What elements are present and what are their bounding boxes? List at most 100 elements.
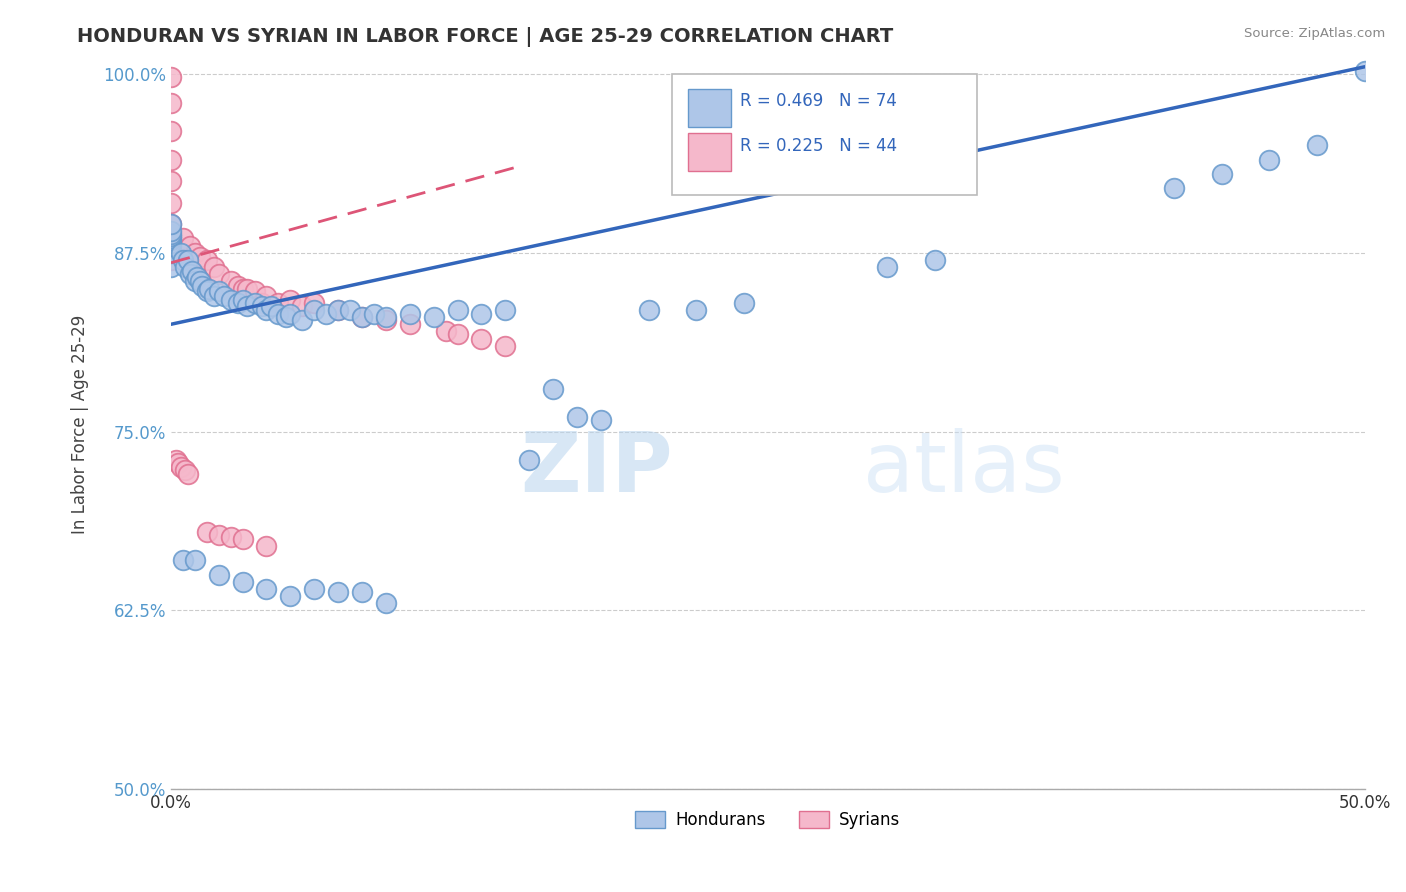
Point [1258, 153, 1281, 167]
Point [267, 307, 290, 321]
FancyBboxPatch shape [672, 74, 977, 194]
Point [326, 584, 349, 599]
Point [160, 195, 183, 210]
Point [195, 524, 218, 539]
Point [350, 310, 373, 325]
Point [374, 310, 396, 325]
Point [250, 299, 273, 313]
Point [267, 295, 290, 310]
Point [398, 318, 420, 332]
Point [219, 274, 242, 288]
Point [165, 453, 187, 467]
Point [434, 325, 457, 339]
Point [202, 260, 225, 274]
Point [350, 310, 373, 325]
Point [260, 299, 283, 313]
Point [733, 295, 755, 310]
Point [256, 288, 278, 302]
Point [212, 288, 235, 302]
Point [280, 589, 302, 603]
Point [446, 327, 468, 342]
Point [172, 252, 194, 267]
Point [198, 281, 221, 295]
Point [517, 453, 540, 467]
Point [243, 285, 266, 299]
Text: HONDURAN VS SYRIAN IN LABOR FORCE | AGE 25-29 CORRELATION CHART: HONDURAN VS SYRIAN IN LABOR FORCE | AGE … [77, 27, 894, 46]
Point [160, 217, 183, 231]
Point [256, 302, 278, 317]
Point [160, 217, 183, 231]
Point [179, 267, 201, 281]
Point [589, 413, 612, 427]
Point [172, 231, 194, 245]
Point [226, 278, 249, 293]
Point [374, 313, 396, 327]
Point [160, 70, 183, 84]
Point [1306, 138, 1329, 153]
Point [1211, 167, 1233, 181]
Point [236, 281, 259, 295]
Point [160, 238, 183, 252]
Point [685, 302, 707, 317]
Point [326, 302, 349, 317]
Point [160, 260, 183, 274]
Text: atlas: atlas [863, 427, 1066, 508]
Point [494, 339, 516, 353]
Point [177, 467, 200, 482]
Point [219, 530, 242, 544]
Point [326, 302, 349, 317]
Point [232, 532, 254, 546]
Point [304, 302, 326, 317]
Point [172, 553, 194, 567]
Point [174, 260, 197, 274]
Point [280, 307, 302, 321]
Point [494, 302, 516, 317]
Point [160, 227, 183, 241]
Point [169, 460, 191, 475]
Point [232, 574, 254, 589]
Point [541, 382, 564, 396]
Point [291, 299, 314, 313]
Point [160, 228, 183, 243]
Point [350, 584, 373, 599]
Legend: Hondurans, Syrians: Hondurans, Syrians [628, 804, 907, 836]
Point [160, 235, 183, 250]
Point [184, 274, 207, 288]
Point [160, 153, 183, 167]
Point [188, 250, 211, 264]
Point [236, 299, 259, 313]
Point [304, 295, 326, 310]
Point [470, 307, 492, 321]
Point [169, 245, 191, 260]
Point [160, 224, 183, 238]
Point [291, 313, 314, 327]
Point [219, 293, 242, 307]
Point [446, 302, 468, 317]
Point [208, 285, 231, 299]
Point [315, 307, 337, 321]
Point [181, 264, 204, 278]
Point [160, 124, 183, 138]
Point [637, 302, 659, 317]
Point [195, 285, 218, 299]
Point [470, 332, 492, 346]
Point [256, 582, 278, 596]
Point [208, 267, 231, 281]
Point [226, 295, 249, 310]
Text: ZIP: ZIP [520, 427, 672, 508]
Point [339, 302, 361, 317]
Point [202, 288, 225, 302]
Point [195, 252, 218, 267]
Point [167, 456, 190, 470]
Point [1354, 64, 1376, 78]
Text: R = 0.469   N = 74: R = 0.469 N = 74 [741, 92, 897, 111]
Point [232, 293, 254, 307]
Point [363, 307, 385, 321]
Point [256, 539, 278, 553]
Point [184, 553, 207, 567]
Y-axis label: In Labor Force | Age 25-29: In Labor Force | Age 25-29 [72, 315, 89, 534]
Point [422, 310, 444, 325]
Point [174, 463, 197, 477]
Point [304, 582, 326, 596]
Point [565, 410, 588, 425]
